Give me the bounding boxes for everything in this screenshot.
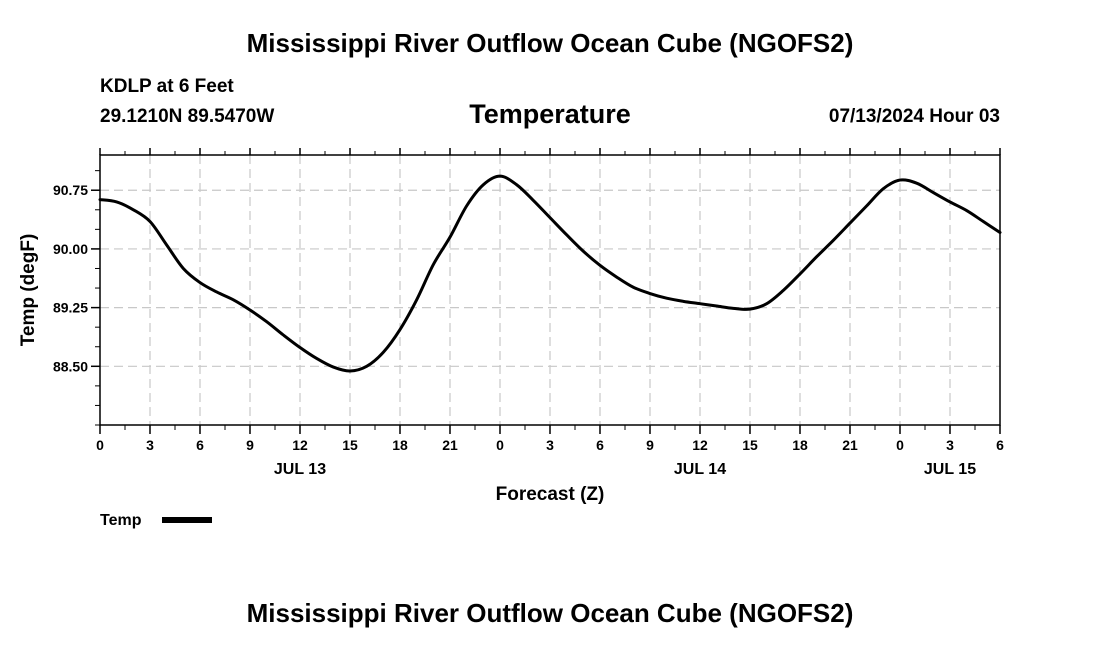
x-tick-label: 0 — [496, 437, 504, 453]
forecast-datetime: 07/13/2024 Hour 03 — [828, 106, 1000, 127]
x-tick-label: 12 — [692, 437, 708, 453]
x-tick-label: 12 — [292, 437, 308, 453]
x-tick-label: 0 — [96, 437, 104, 453]
legend: Temp — [100, 512, 212, 529]
x-tick-label: 9 — [646, 437, 654, 453]
x-date-label: JUL 13 — [274, 461, 326, 478]
legend-label-temp: Temp — [100, 512, 142, 529]
x-tick-label: 18 — [792, 437, 808, 453]
axis-labels: 0 3 6 9 12 15 18 21 0 3 6 9 12 15 18 21 0 3 6 88.50 89.25 90.… — [53, 182, 1004, 478]
x-tick-label: 3 — [546, 437, 554, 453]
station-label: KDLP at 6 Feet — [100, 76, 234, 97]
x-tick-label: 3 — [146, 437, 154, 453]
chart-title: Temperature — [469, 99, 631, 129]
y-tick-label: 90.75 — [53, 182, 88, 198]
temp-series-line — [98, 174, 1002, 373]
y-tick-label: 88.50 — [53, 358, 88, 374]
x-date-label: JUL 15 — [924, 461, 976, 478]
x-tick-label: 6 — [596, 437, 604, 453]
x-tick-label: 18 — [392, 437, 408, 453]
x-tick-label: 21 — [842, 437, 858, 453]
y-tick-label: 90.00 — [53, 241, 88, 257]
y-tick-label: 89.25 — [53, 300, 88, 316]
x-tick-label: 9 — [246, 437, 254, 453]
x-tick-label: 3 — [946, 437, 954, 453]
x-tick-label: 0 — [896, 437, 904, 453]
x-axis-title: Forecast (Z) — [496, 484, 605, 505]
axis-ticks — [91, 148, 1001, 434]
y-axis-title: Temp (degF) — [18, 234, 39, 347]
plot-frame — [99, 154, 1001, 426]
footer-title: Mississippi River Outflow Ocean Cube (NG… — [246, 598, 854, 628]
x-tick-label: 6 — [996, 437, 1004, 453]
x-tick-label: 15 — [742, 437, 758, 453]
grid — [100, 155, 1000, 425]
x-tick-label: 6 — [196, 437, 204, 453]
main-title: Mississippi River Outflow Ocean Cube (NG… — [246, 28, 854, 58]
x-tick-label: 21 — [442, 437, 458, 453]
station-coordinates: 29.1210N 89.5470W — [100, 106, 275, 127]
x-date-label: JUL 14 — [674, 461, 726, 478]
x-tick-label: 15 — [342, 437, 358, 453]
